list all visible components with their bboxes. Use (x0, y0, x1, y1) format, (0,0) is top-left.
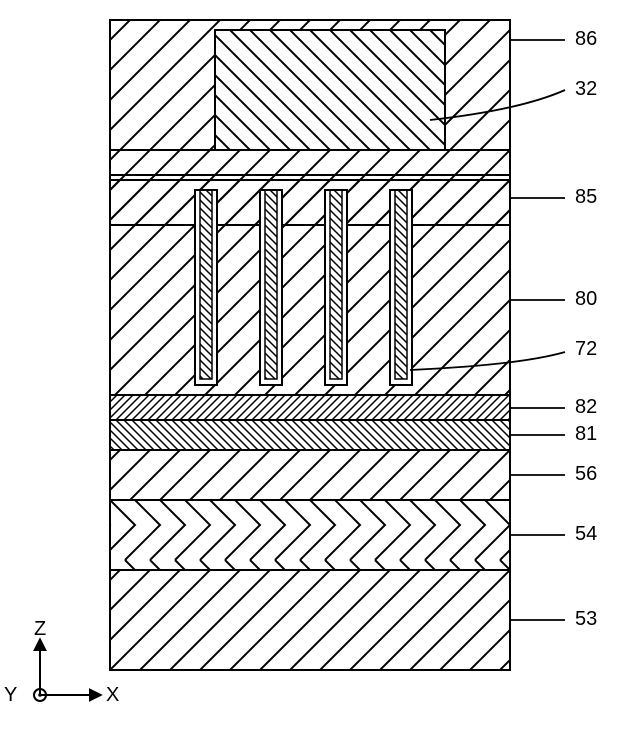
layer-85 (110, 175, 510, 225)
layer-56 (110, 450, 510, 500)
fin-inner-1 (265, 190, 277, 379)
ref-label-54: 54 (575, 523, 597, 546)
axis-y-dot (38, 693, 42, 697)
fin-inner-2 (330, 190, 342, 379)
axis-x-label: X (106, 684, 119, 707)
diagram-canvas: 86 32 85 80 72 82 81 56 54 53 Z X Y (0, 0, 640, 732)
ref-label-81: 81 (575, 423, 597, 446)
ref-label-80: 80 (575, 288, 597, 311)
ref-label-85: 85 (575, 186, 597, 209)
fin-inner-0 (200, 190, 212, 379)
axis-y-label: Y (4, 684, 17, 707)
ref-label-72: 72 (575, 338, 597, 361)
layer-82 (110, 395, 510, 420)
ref-label-32: 32 (575, 78, 597, 101)
ref-label-86: 86 (575, 28, 597, 51)
ref-label-53: 53 (575, 608, 597, 631)
fin-inner-3 (395, 190, 407, 379)
layer-54 (110, 500, 510, 570)
diagram-svg (0, 0, 640, 732)
layer-81 (110, 420, 510, 450)
axis-z-label: Z (34, 618, 46, 641)
layer-53 (110, 570, 510, 670)
block-32 (215, 30, 445, 150)
ref-label-56: 56 (575, 463, 597, 486)
ref-label-82: 82 (575, 396, 597, 419)
